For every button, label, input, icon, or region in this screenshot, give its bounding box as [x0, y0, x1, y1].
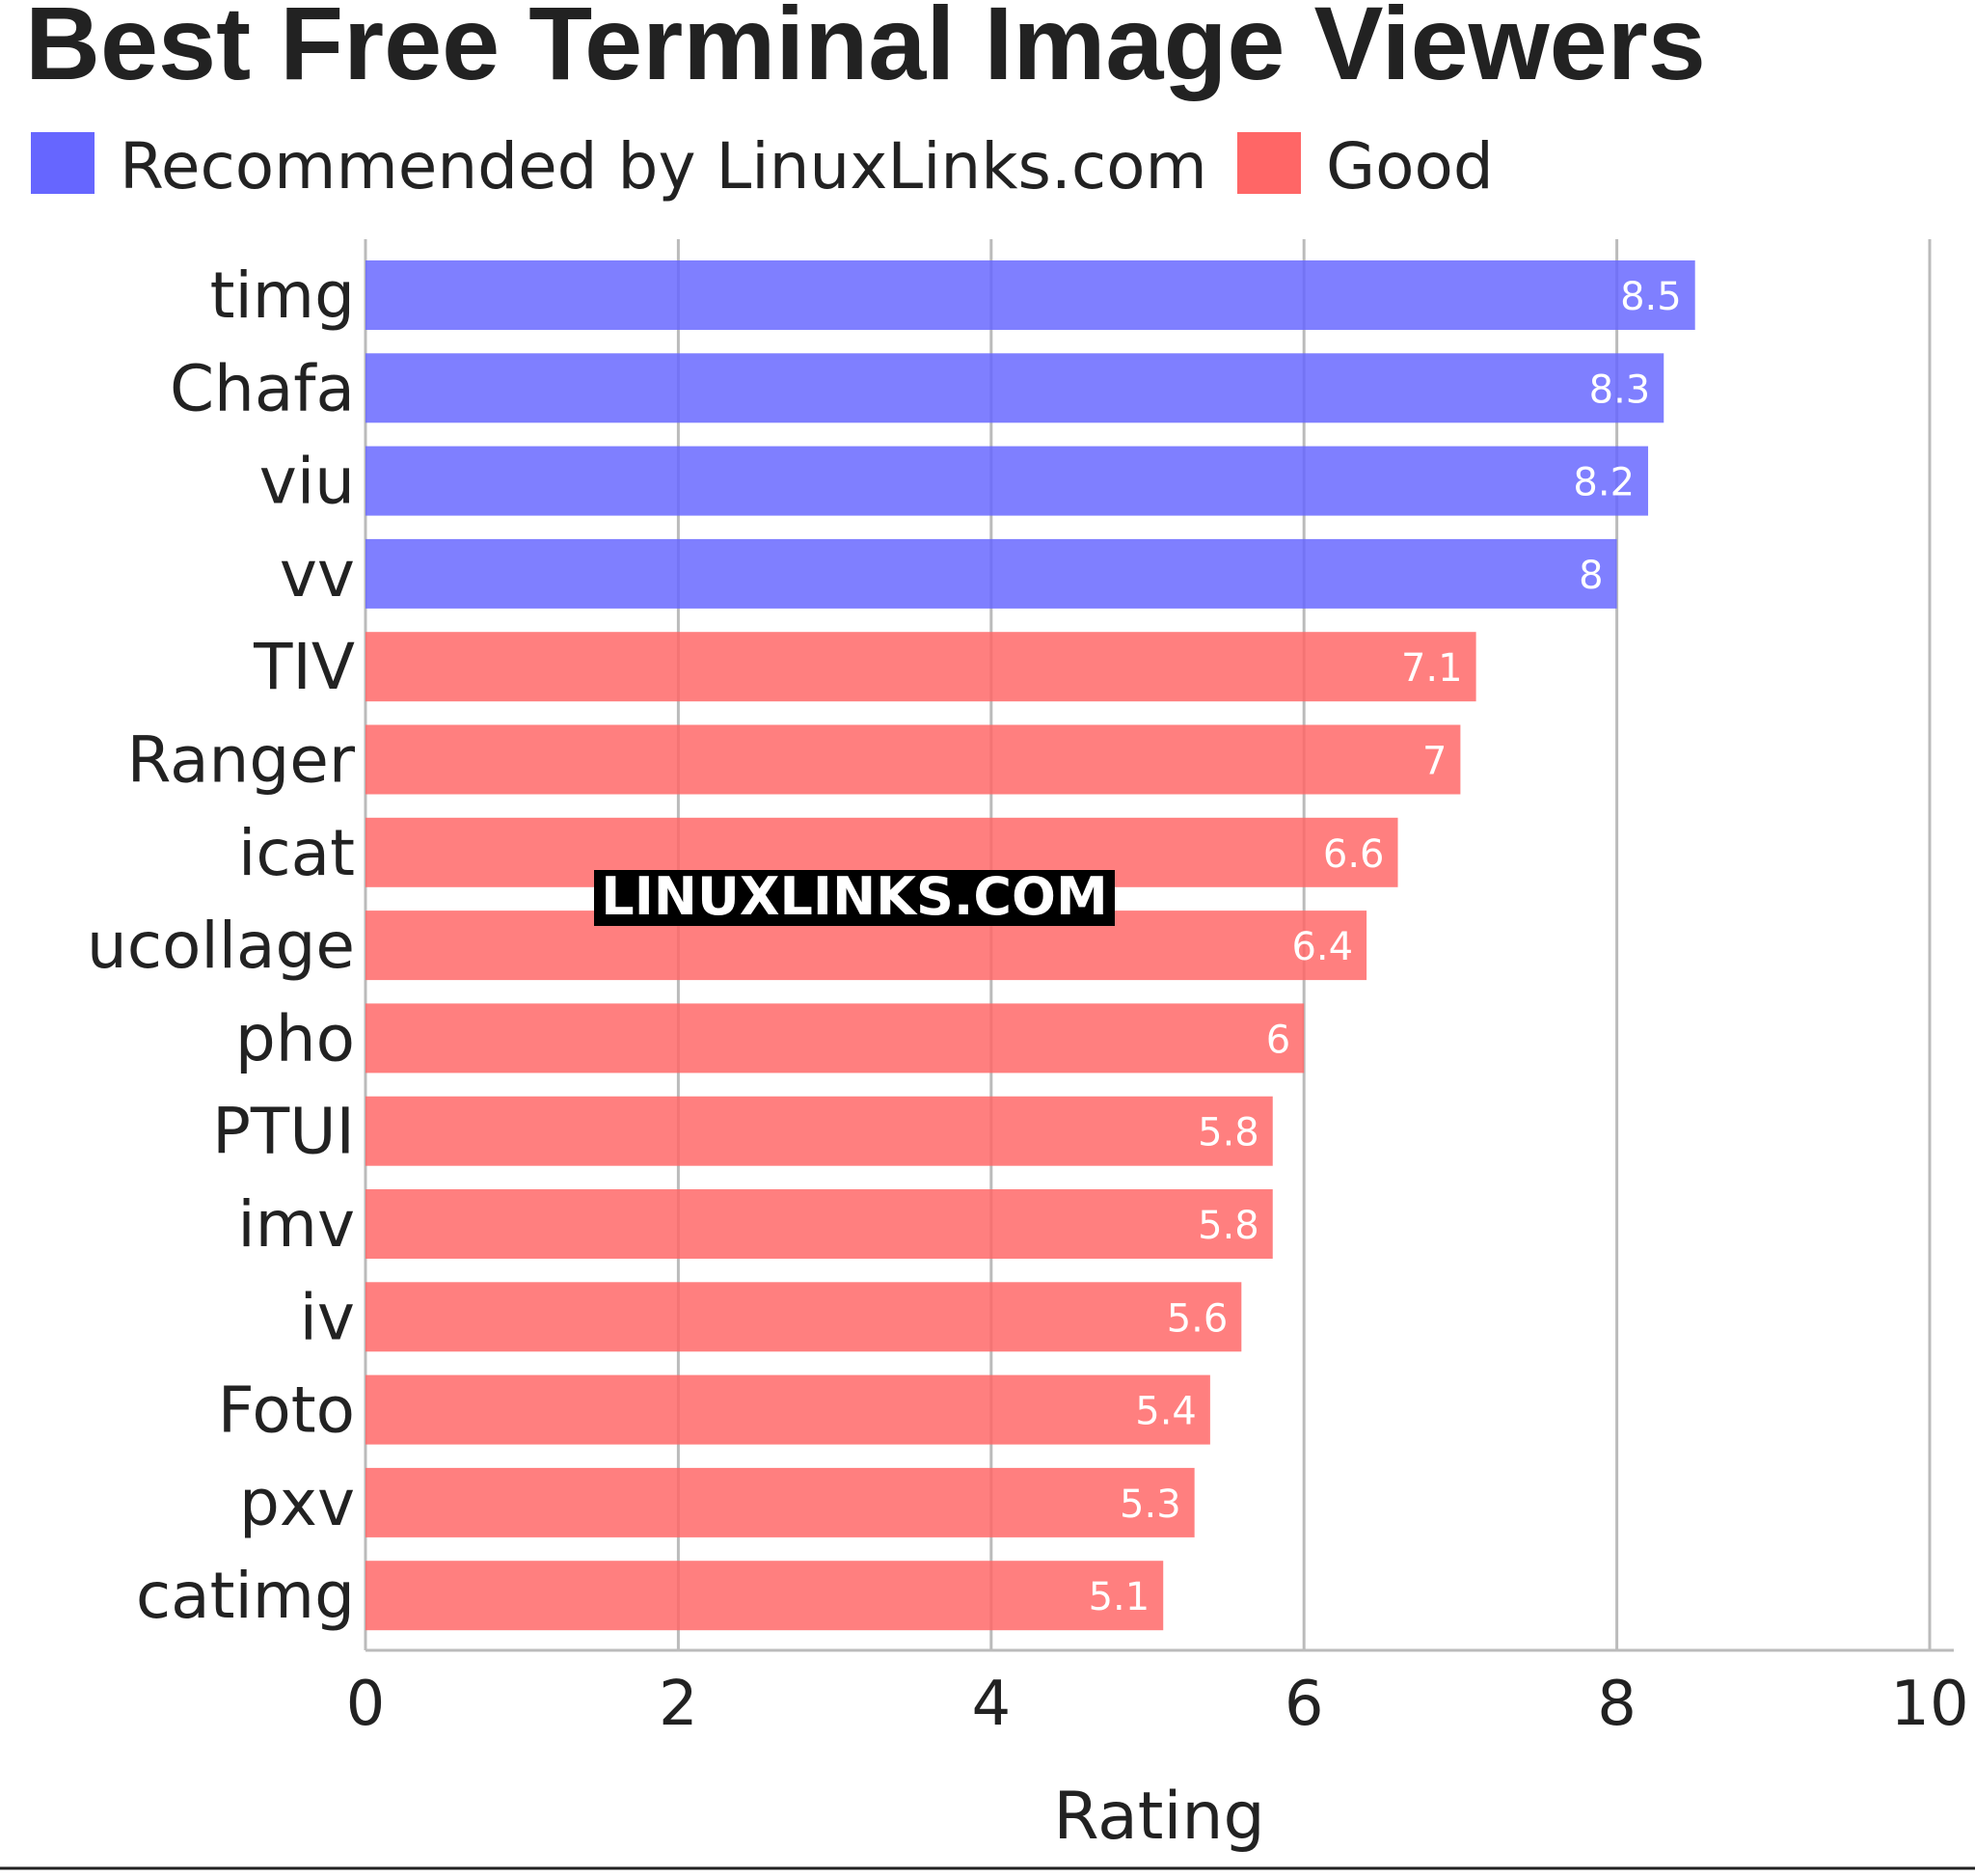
- y-category-label: icat: [238, 816, 355, 890]
- x-tick-label: 0: [346, 1669, 386, 1740]
- bar-value-label: 7: [1422, 740, 1447, 784]
- bar-value-label: 8.3: [1589, 367, 1651, 412]
- x-tick-label: 10: [1890, 1669, 1968, 1740]
- bar-value-label: 6.6: [1323, 832, 1385, 877]
- y-category-label: catimg: [136, 1559, 355, 1633]
- bar-value-label: 5.4: [1135, 1390, 1197, 1434]
- legend-label: Recommended by LinuxLinks.com: [120, 129, 1207, 204]
- bar-value-label: 8.5: [1620, 275, 1682, 319]
- y-category-label: TIV: [253, 630, 355, 704]
- bar: [365, 1374, 1210, 1445]
- bars: 8.5 8.3 8.2 8 7.1 7 6.6 6.4 6 5.8 5.8 5.6 5.4 5.3 5.1: [365, 260, 1695, 1631]
- legend: Recommended by LinuxLinks.com Good: [31, 129, 1494, 204]
- bar-value-label: 5.3: [1120, 1482, 1181, 1527]
- bar-value-label: 8.2: [1573, 461, 1635, 505]
- y-category-label: Ranger: [127, 723, 356, 798]
- bar: [365, 1282, 1242, 1352]
- bar: [365, 632, 1476, 702]
- y-category-label: pxv: [239, 1466, 355, 1540]
- y-category-label: PTUI: [212, 1095, 355, 1169]
- bar-value-label: 5.6: [1167, 1296, 1229, 1341]
- y-category-label: timg: [210, 258, 355, 333]
- legend-swatch: [1237, 132, 1301, 194]
- legend-label: Good: [1326, 129, 1494, 204]
- y-category-label: vv: [280, 537, 355, 612]
- y-category-label: pho: [235, 1001, 355, 1075]
- watermark-box: [594, 870, 1115, 926]
- legend-swatch: [31, 132, 95, 194]
- watermark: LINUXLINKS.COM: [594, 866, 1115, 927]
- bar-value-label: 5.1: [1089, 1575, 1150, 1619]
- bar: [365, 353, 1664, 423]
- chart-title: Best Free Terminal Image Viewers: [25, 0, 1706, 101]
- bar: [365, 260, 1695, 330]
- bar-value-label: 5.8: [1198, 1204, 1259, 1248]
- bar: [365, 1096, 1273, 1166]
- bar: [365, 724, 1461, 795]
- y-category-label: Foto: [218, 1373, 355, 1448]
- watermark-text: LINUXLINKS.COM: [601, 866, 1107, 927]
- x-tick-label: 4: [971, 1669, 1011, 1740]
- bar: [365, 446, 1649, 516]
- bar-value-label: 7.1: [1401, 646, 1463, 691]
- y-category-label: imv: [237, 1187, 355, 1262]
- x-axis-title: Rating: [1053, 1779, 1264, 1855]
- y-category-label: ucollage: [87, 909, 355, 983]
- y-category-label: Chafa: [170, 351, 355, 425]
- bar: [365, 1467, 1195, 1537]
- bar-value-label: 6: [1266, 1018, 1290, 1062]
- bar: [365, 1189, 1273, 1259]
- x-tick-label: 6: [1285, 1669, 1324, 1740]
- bar-value-label: 8: [1579, 554, 1603, 598]
- bar-value-label: 5.8: [1198, 1111, 1259, 1156]
- bar-value-label: 6.4: [1291, 925, 1353, 969]
- bar: [365, 1561, 1164, 1631]
- y-category-label: viu: [259, 445, 355, 519]
- y-category-label: iv: [300, 1280, 355, 1354]
- x-tick-label: 8: [1597, 1669, 1637, 1740]
- x-tick-label: 2: [659, 1669, 698, 1740]
- axes: 0 2 4 6 8 10 timg Chafa viu vv TIV Ranger icat ucolla…: [0, 258, 1975, 1870]
- bar: [365, 538, 1617, 609]
- bar: [365, 1003, 1305, 1074]
